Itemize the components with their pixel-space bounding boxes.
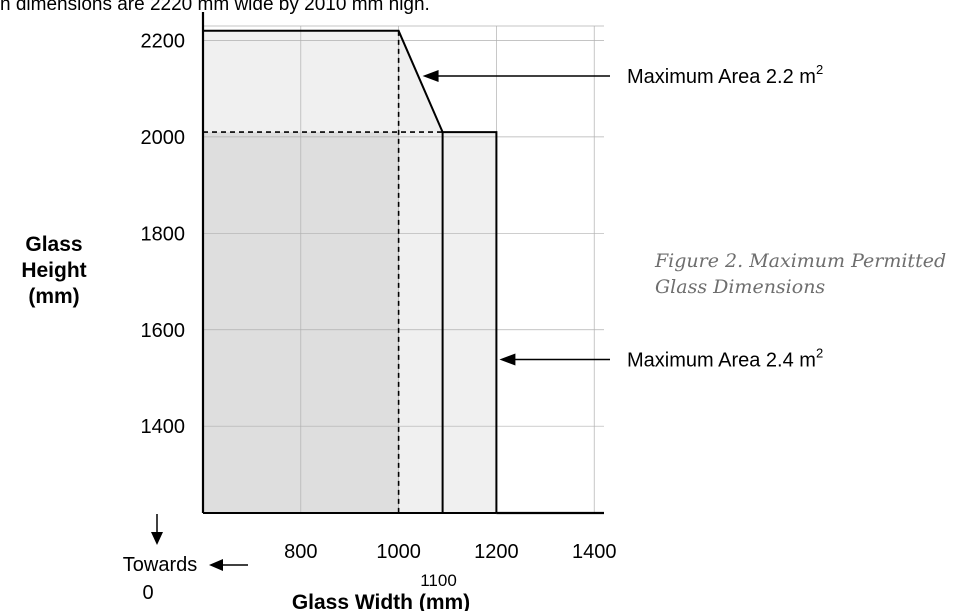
annotation-2-text: Maximum Area 2.4 m bbox=[627, 350, 816, 372]
y-tick-label-1800: 1800 bbox=[141, 223, 186, 245]
caption-line-2: Glass Dimensions bbox=[655, 276, 826, 298]
region-fill-2 bbox=[442, 132, 497, 513]
y-tick-label-1400: 1400 bbox=[141, 416, 186, 438]
figure-caption: Figure 2. Maximum Permitted Glass Dimens… bbox=[655, 248, 946, 300]
x-axis-label: Glass Width (mm) bbox=[292, 591, 470, 611]
y-tick-label-2000: 2000 bbox=[141, 127, 186, 149]
y-tick-label-2200: 2200 bbox=[141, 30, 186, 52]
annotation-2-superscript: 2 bbox=[816, 346, 823, 361]
x-tick-label-1400: 1400 bbox=[572, 541, 617, 563]
caption-line-1: Figure 2. Maximum Permitted bbox=[655, 250, 947, 272]
annotation-1-superscript: 2 bbox=[816, 62, 823, 77]
y-axis-label: Glass Height (mm) bbox=[6, 232, 102, 310]
annotation-1-label: Maximum Area 2.2 m2 bbox=[627, 62, 823, 88]
y-axis-label-line-2: Height bbox=[21, 259, 87, 282]
left-arrow-head-icon bbox=[209, 559, 223, 571]
x-tick-label-1000: 1000 bbox=[376, 541, 421, 563]
down-arrow-head-icon bbox=[151, 532, 163, 545]
truncated-header-text: n dimensions are 2220 mm wide by 2010 mm… bbox=[0, 0, 430, 15]
y-tick-label-1600: 1600 bbox=[141, 320, 186, 342]
towards-zero-label-line-2: 0 bbox=[142, 582, 153, 604]
x-tick-label-1200: 1200 bbox=[474, 541, 519, 563]
y-axis-label-line-1: Glass bbox=[25, 233, 83, 256]
annotation-1-text: Maximum Area 2.2 m bbox=[627, 66, 816, 88]
region-2-outline bbox=[442, 131, 498, 513]
annotation-1-arrow-icon bbox=[422, 70, 439, 83]
x-tick-label-800: 800 bbox=[284, 541, 317, 563]
annotation-2-label: Maximum Area 2.4 m2 bbox=[627, 346, 823, 372]
annotation-2-arrow-icon bbox=[499, 353, 516, 366]
x-tick-label-1100: 1100 bbox=[420, 571, 457, 590]
towards-zero-label-line-1: Towards bbox=[123, 554, 197, 576]
region-1-outline bbox=[203, 29, 444, 513]
y-axis-label-line-3: (mm) bbox=[28, 285, 80, 308]
